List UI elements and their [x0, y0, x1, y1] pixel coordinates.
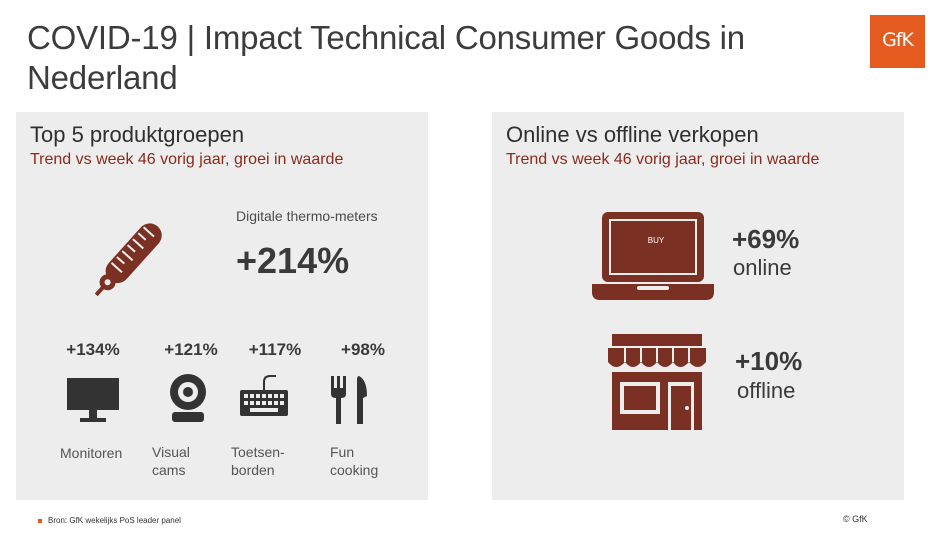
online-offline-subheading: Trend vs week 46 vorig jaar, groei in wa…	[506, 151, 820, 168]
top5-subheading: Trend vs week 46 vorig jaar, groei in wa…	[30, 151, 344, 168]
copyright: © GfK	[843, 514, 868, 524]
item-label-monitors: Monitoren	[60, 445, 123, 461]
online-offline-panel: Online vs offline verkopen Trend vs week…	[492, 112, 904, 500]
item-label-keyboards-1: Toetsen-	[231, 444, 285, 460]
monitor-icon	[67, 378, 119, 422]
item-value-monitors: +134%	[66, 340, 120, 359]
online-offline-heading: Online vs offline verkopen	[506, 122, 759, 147]
top5-heading: Top 5 produktgroepen	[30, 122, 245, 147]
thermometer-icon	[94, 223, 162, 297]
item-label-cams-2: cams	[152, 462, 186, 478]
store-icon	[608, 334, 706, 430]
item-label-cooking-1: Fun	[330, 444, 355, 460]
top5-panel: Top 5 produktgroepen Trend vs week 46 vo…	[16, 112, 428, 500]
keyboard-icon	[240, 375, 288, 416]
item-label-keyboards-2: borden	[231, 462, 275, 478]
hero-value: +214%	[236, 240, 350, 281]
source-text: Bron: GfK wekelijks PoS leader panel	[48, 516, 181, 525]
online-value: +69%	[732, 224, 800, 254]
cutlery-icon	[331, 376, 367, 424]
bullet-icon	[38, 518, 42, 523]
laptop-screen-text: BUY	[648, 236, 665, 245]
item-label-cooking-2: cooking	[330, 462, 379, 478]
webcam-icon	[170, 374, 206, 422]
logo-text: GfK	[882, 29, 914, 51]
item-label-cams-1: Visual	[152, 444, 190, 460]
offline-label: offline	[737, 378, 796, 403]
online-label: online	[733, 255, 792, 280]
page-title: COVID-19 | Impact Technical Consumer Goo…	[27, 19, 745, 96]
offline-value: +10%	[735, 346, 803, 376]
item-value-cams: +121%	[164, 340, 218, 359]
hero-label: Digitale thermo-meters	[236, 208, 378, 224]
laptop-icon: BUY	[592, 212, 714, 300]
gfk-logo: GfK	[870, 15, 925, 68]
item-value-keyboards: +117%	[248, 340, 302, 359]
source-footnote: Bron: GfK wekelijks PoS leader panel	[38, 516, 181, 525]
item-value-cooking: +98%	[341, 340, 385, 359]
